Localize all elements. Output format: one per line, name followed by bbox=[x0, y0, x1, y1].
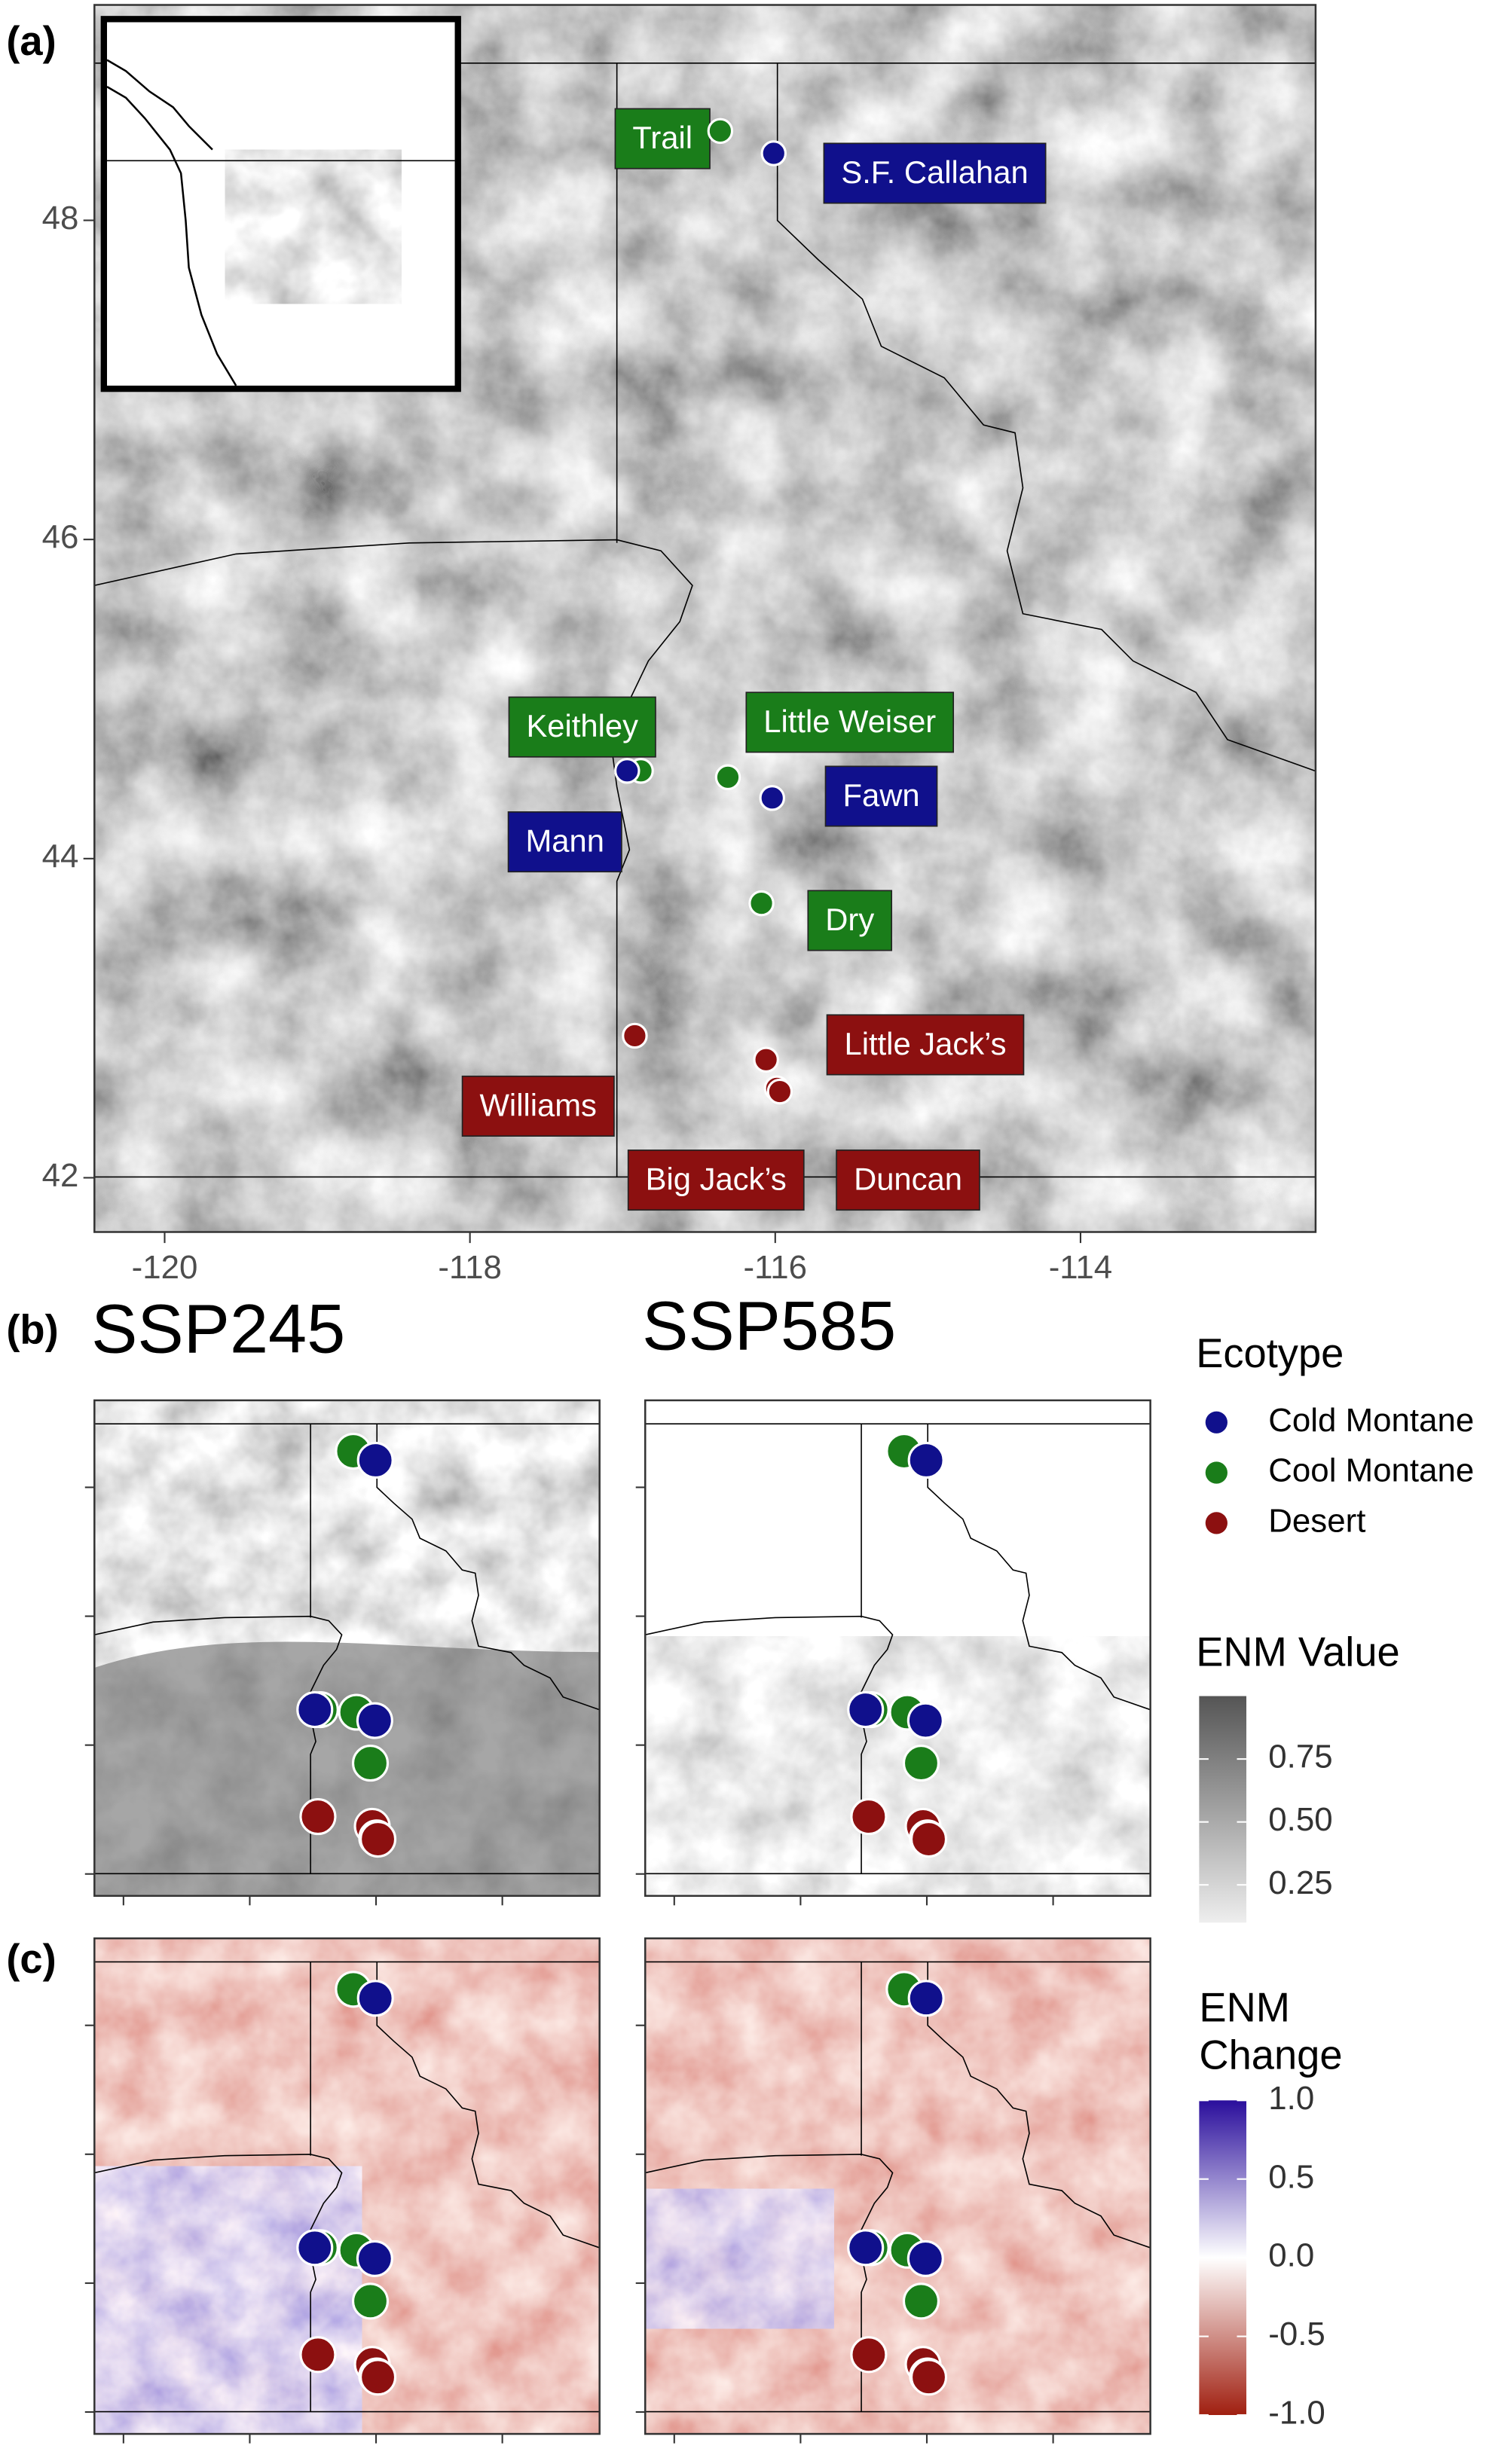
site-label: Mann bbox=[526, 823, 604, 859]
site-label-box bbox=[614, 108, 711, 169]
colorbar bbox=[1199, 1696, 1247, 1923]
site-label-box bbox=[836, 1150, 980, 1211]
x-tick-label: -118 bbox=[438, 1249, 502, 1286]
site-point bbox=[760, 140, 787, 166]
site-point bbox=[296, 2229, 334, 2267]
site-point bbox=[296, 1691, 334, 1729]
site-point bbox=[707, 118, 734, 145]
legend-title: Ecotype bbox=[1196, 1330, 1344, 1376]
site-label: S.F. Callahan bbox=[841, 154, 1028, 190]
map-frame bbox=[644, 1937, 1151, 2435]
site-point bbox=[902, 2282, 940, 2320]
site-label: Williams bbox=[480, 1088, 597, 1123]
legend-label: Cold Montane bbox=[1268, 1402, 1474, 1439]
site-point bbox=[614, 758, 640, 784]
legend-swatch bbox=[1205, 1461, 1227, 1484]
scenario-title: SSP585 bbox=[642, 1287, 896, 1364]
site-point bbox=[748, 890, 775, 917]
site-point bbox=[356, 1441, 394, 1479]
map-ssp585-value bbox=[645, 1400, 1151, 1896]
panel-label: (b) bbox=[6, 1307, 58, 1353]
site-label-box bbox=[508, 696, 656, 758]
map-frame bbox=[93, 1399, 601, 1898]
map-ssp245-value bbox=[94, 1400, 600, 1896]
site-label: Fawn bbox=[842, 777, 919, 813]
colorbar-tick-label: 0.5 bbox=[1268, 2158, 1314, 2195]
x-tick-label: -116 bbox=[744, 1249, 808, 1286]
site-point bbox=[714, 764, 741, 791]
inset-map bbox=[100, 16, 461, 392]
colorbar-title: Change bbox=[1199, 2032, 1342, 2078]
map-frame bbox=[93, 4, 1317, 1233]
y-tick-label: 46 bbox=[42, 519, 79, 556]
site-label-box bbox=[824, 765, 938, 827]
site-point bbox=[906, 1702, 944, 1739]
site-point bbox=[759, 785, 785, 811]
site-label-box bbox=[826, 1014, 1025, 1076]
site-point bbox=[622, 1022, 648, 1049]
site-label: Little Jack’s bbox=[844, 1026, 1006, 1061]
scenario-title: SSP245 bbox=[91, 1291, 345, 1368]
map-ssp245-change bbox=[94, 1938, 600, 2435]
site-point bbox=[906, 2240, 944, 2277]
site-point bbox=[766, 1078, 793, 1105]
map-frame bbox=[644, 1399, 1151, 1898]
colorbar-tick-label: -1.0 bbox=[1268, 2395, 1325, 2432]
legend-swatch bbox=[1205, 1411, 1227, 1434]
colorbar-tick-label: 0.75 bbox=[1268, 1739, 1332, 1775]
site-point bbox=[850, 1798, 888, 1836]
y-tick-label: 48 bbox=[42, 200, 79, 237]
site-point bbox=[351, 2282, 390, 2320]
site-label: Duncan bbox=[854, 1162, 962, 1197]
panel-label: (a) bbox=[6, 18, 56, 64]
site-label-box bbox=[627, 1150, 805, 1211]
site-label-box bbox=[807, 890, 893, 951]
site-point bbox=[910, 1820, 948, 1858]
colorbar-title: ENM bbox=[1199, 1985, 1290, 2031]
site-label: Big Jack’s bbox=[646, 1162, 787, 1197]
site-label-box bbox=[461, 1075, 615, 1137]
site-point bbox=[359, 2359, 397, 2396]
site-point bbox=[356, 1980, 394, 2017]
colorbar-tick-label: 1.0 bbox=[1268, 2080, 1314, 2117]
site-label-box bbox=[745, 692, 955, 753]
site-point bbox=[902, 1745, 940, 1782]
site-point bbox=[907, 1980, 945, 2017]
colorbar-tick-label: 0.0 bbox=[1268, 2237, 1314, 2274]
site-label-box bbox=[823, 142, 1047, 204]
site-point bbox=[299, 2336, 337, 2374]
colorbar-tick-label: 0.50 bbox=[1268, 1801, 1332, 1838]
site-point bbox=[299, 1798, 337, 1836]
site-point bbox=[753, 1046, 779, 1073]
site-point bbox=[351, 1745, 390, 1782]
site-point bbox=[907, 1441, 945, 1479]
colorbar-tick-label: -0.5 bbox=[1268, 2316, 1325, 2353]
site-point bbox=[847, 1691, 885, 1729]
colorbar-title: ENM Value bbox=[1196, 1629, 1400, 1675]
site-point bbox=[910, 2359, 948, 2396]
site-label: Dry bbox=[825, 902, 874, 937]
site-point bbox=[850, 2336, 888, 2374]
legend-label: Cool Montane bbox=[1268, 1452, 1474, 1489]
map-frame bbox=[93, 1937, 601, 2435]
site-label: Little Weiser bbox=[763, 704, 936, 739]
site-point bbox=[356, 1702, 393, 1739]
site-point bbox=[356, 2240, 393, 2277]
x-tick-label: -114 bbox=[1049, 1249, 1113, 1286]
site-point bbox=[359, 1820, 397, 1858]
colorbar-tick-label: 0.25 bbox=[1268, 1864, 1332, 1901]
site-label-box bbox=[507, 811, 622, 873]
y-tick-label: 42 bbox=[42, 1157, 79, 1194]
site-label: Keithley bbox=[526, 708, 638, 743]
map-ssp585-change bbox=[645, 1938, 1151, 2435]
site-label: Trail bbox=[632, 120, 692, 155]
y-tick-label: 44 bbox=[42, 838, 79, 875]
panel-label: (c) bbox=[6, 1936, 56, 1982]
site-point bbox=[847, 2229, 885, 2267]
legend-label: Desert bbox=[1268, 1502, 1365, 1539]
legend-swatch bbox=[1205, 1512, 1227, 1534]
x-tick-label: -120 bbox=[132, 1249, 198, 1286]
